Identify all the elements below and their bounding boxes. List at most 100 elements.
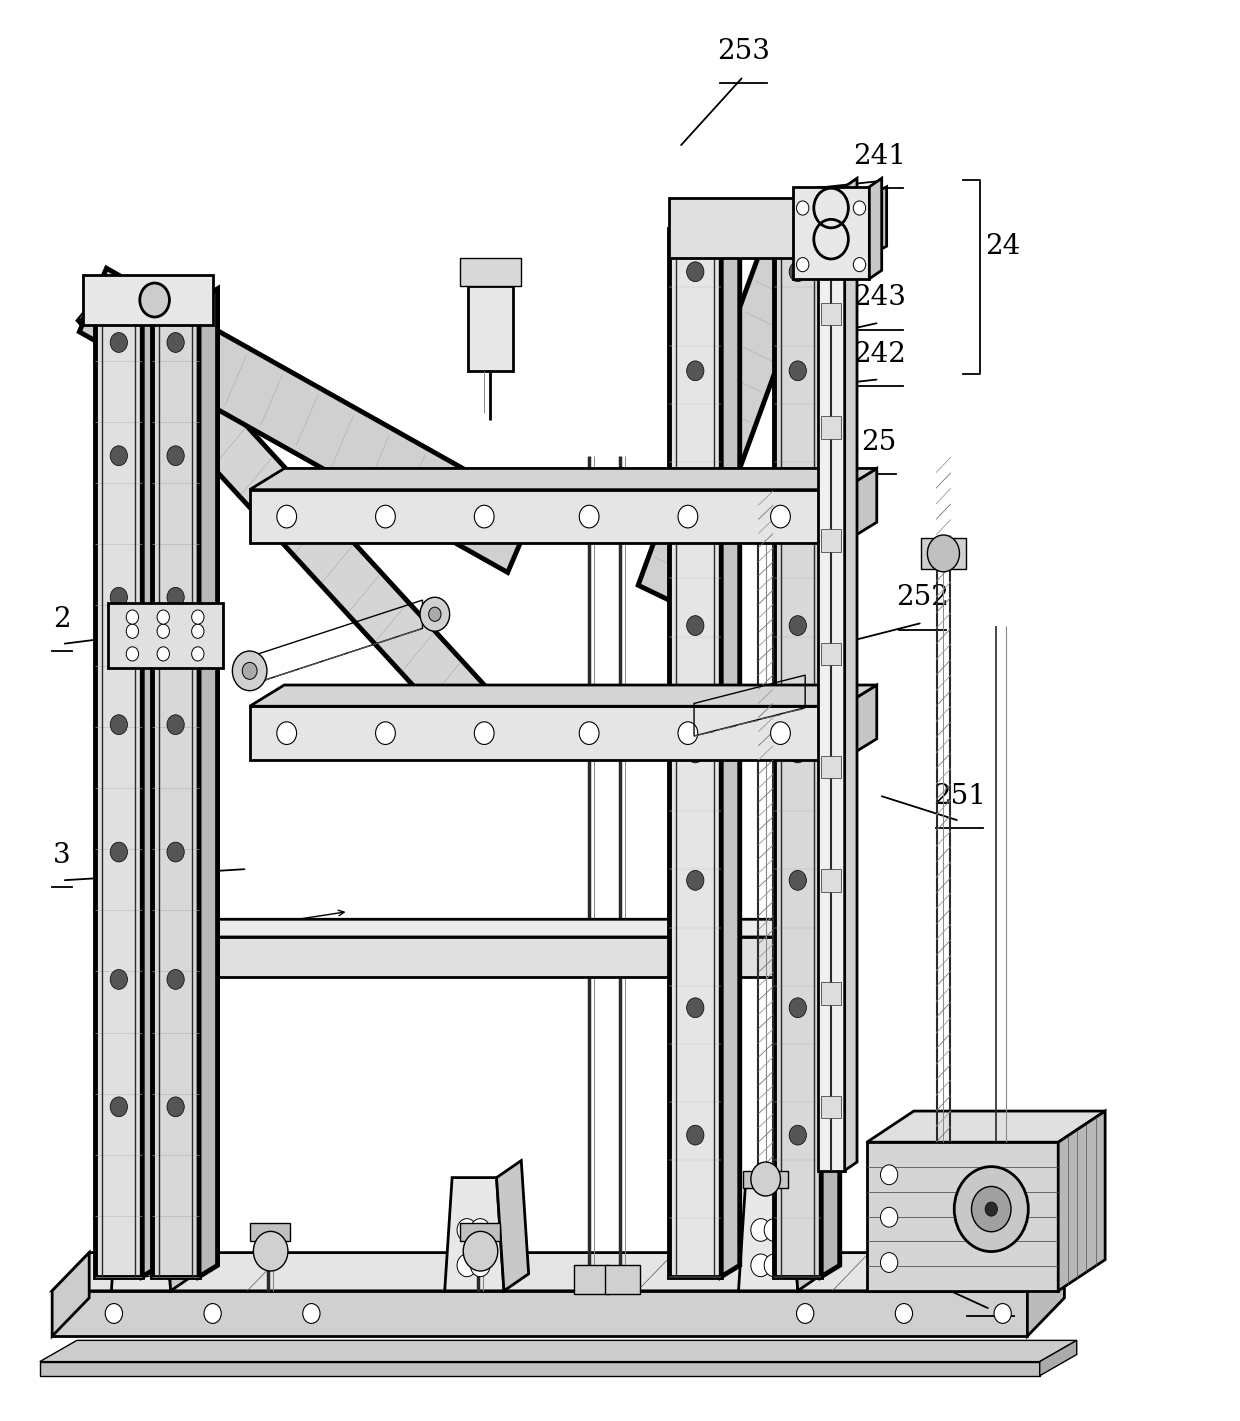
Polygon shape [469, 286, 512, 371]
Polygon shape [52, 1253, 89, 1336]
Polygon shape [40, 1340, 1076, 1361]
Polygon shape [921, 537, 966, 568]
Circle shape [678, 506, 698, 529]
Circle shape [751, 1253, 770, 1276]
Circle shape [105, 1303, 123, 1323]
Circle shape [796, 257, 808, 271]
Circle shape [796, 1303, 813, 1323]
Polygon shape [821, 303, 841, 325]
Circle shape [687, 1125, 704, 1145]
Polygon shape [78, 280, 489, 730]
Circle shape [687, 743, 704, 763]
Circle shape [994, 1303, 1012, 1323]
Polygon shape [867, 1142, 1058, 1290]
Circle shape [126, 647, 139, 661]
Polygon shape [117, 919, 817, 936]
Circle shape [853, 200, 866, 215]
Circle shape [770, 722, 790, 745]
Circle shape [242, 662, 257, 679]
Polygon shape [143, 288, 161, 1276]
Polygon shape [1028, 1253, 1064, 1336]
Circle shape [751, 1162, 780, 1196]
Circle shape [126, 610, 139, 624]
Polygon shape [249, 706, 842, 760]
Polygon shape [460, 257, 521, 286]
Circle shape [376, 722, 396, 745]
Polygon shape [40, 1361, 1039, 1376]
Circle shape [985, 1202, 997, 1216]
Circle shape [167, 1097, 185, 1117]
Circle shape [253, 1232, 288, 1270]
Polygon shape [722, 217, 740, 1276]
Text: 251: 251 [932, 783, 986, 810]
Circle shape [928, 534, 960, 571]
Polygon shape [200, 288, 217, 1276]
Circle shape [579, 506, 599, 529]
Circle shape [880, 1253, 898, 1272]
Circle shape [687, 261, 704, 281]
Circle shape [853, 257, 866, 271]
Circle shape [110, 969, 128, 989]
Polygon shape [249, 490, 842, 543]
Polygon shape [792, 186, 869, 279]
Circle shape [789, 871, 806, 891]
Polygon shape [817, 186, 844, 1171]
Polygon shape [1039, 1340, 1076, 1376]
Circle shape [470, 1253, 490, 1276]
Circle shape [687, 489, 704, 509]
Circle shape [789, 1125, 806, 1145]
Circle shape [232, 651, 267, 691]
Polygon shape [574, 1265, 609, 1293]
Text: 1: 1 [481, 298, 500, 325]
Polygon shape [249, 1223, 290, 1242]
Circle shape [470, 1219, 490, 1242]
Polygon shape [83, 274, 212, 325]
Polygon shape [821, 756, 841, 779]
Circle shape [789, 998, 806, 1017]
Circle shape [110, 333, 128, 352]
Circle shape [110, 715, 128, 735]
Circle shape [613, 1270, 627, 1287]
Circle shape [789, 743, 806, 763]
Circle shape [205, 1303, 221, 1323]
Circle shape [138, 1253, 156, 1276]
Circle shape [789, 261, 806, 281]
Circle shape [157, 624, 170, 638]
Circle shape [789, 615, 806, 635]
Polygon shape [821, 217, 839, 1276]
Circle shape [429, 607, 441, 621]
Polygon shape [867, 1111, 1105, 1142]
Circle shape [884, 1270, 899, 1287]
Circle shape [167, 333, 185, 352]
Circle shape [955, 1167, 1028, 1252]
Circle shape [192, 624, 205, 638]
Circle shape [138, 1219, 156, 1242]
Polygon shape [821, 1096, 841, 1118]
Polygon shape [496, 1161, 528, 1290]
Circle shape [110, 843, 128, 863]
Polygon shape [460, 1223, 500, 1242]
Circle shape [475, 506, 494, 529]
Circle shape [376, 506, 396, 529]
Polygon shape [821, 416, 841, 439]
Circle shape [144, 1270, 159, 1287]
Polygon shape [864, 186, 887, 257]
Text: 3: 3 [53, 843, 71, 870]
Circle shape [167, 446, 185, 466]
Circle shape [789, 361, 806, 381]
Circle shape [157, 647, 170, 661]
Circle shape [880, 1208, 898, 1228]
Circle shape [464, 1232, 497, 1270]
Circle shape [110, 1097, 128, 1117]
Circle shape [277, 506, 296, 529]
Polygon shape [52, 1253, 1064, 1290]
Circle shape [458, 1253, 477, 1276]
Polygon shape [869, 178, 882, 279]
Polygon shape [445, 1178, 503, 1290]
Circle shape [687, 615, 704, 635]
Circle shape [124, 1253, 144, 1276]
Circle shape [971, 1187, 1011, 1232]
Circle shape [124, 1219, 144, 1242]
Circle shape [895, 1303, 913, 1323]
Circle shape [579, 722, 599, 745]
